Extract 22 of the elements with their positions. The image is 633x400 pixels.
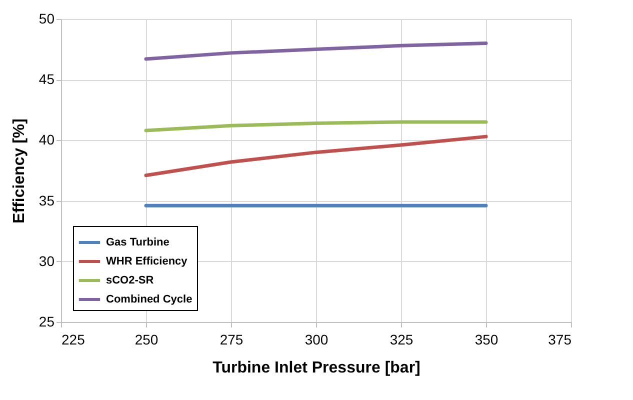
y-tick-label: 50 <box>38 10 55 26</box>
legend-label: WHR Efficiency <box>106 256 188 268</box>
y-tick-label: 45 <box>38 71 55 88</box>
x-axis-title: Turbine Inlet Pressure [bar] <box>212 360 420 376</box>
y-tick-label: 25 <box>38 314 55 330</box>
x-tick-label: 250 <box>134 332 158 348</box>
legend-label: sCO2-SR <box>106 274 154 286</box>
line-series <box>144 134 488 178</box>
x-tick-label: 225 <box>62 332 86 348</box>
x-tick-label: 325 <box>390 332 414 348</box>
line-series <box>144 120 488 132</box>
y-tick-label: 35 <box>38 192 55 208</box>
y-tick-label: 40 <box>38 132 55 148</box>
y-axis-title: Efficiency [%] <box>10 118 28 224</box>
x-tick-label: 300 <box>304 332 328 348</box>
x-tick-label: 275 <box>220 332 244 348</box>
line-series <box>144 41 488 61</box>
x-tick-label: 350 <box>474 332 498 348</box>
y-tick-label: 30 <box>38 252 55 269</box>
x-tick-label: 375 <box>548 332 572 348</box>
legend-label: Gas Turbine <box>106 236 170 248</box>
legend-label: Combined Cycle <box>106 294 192 306</box>
